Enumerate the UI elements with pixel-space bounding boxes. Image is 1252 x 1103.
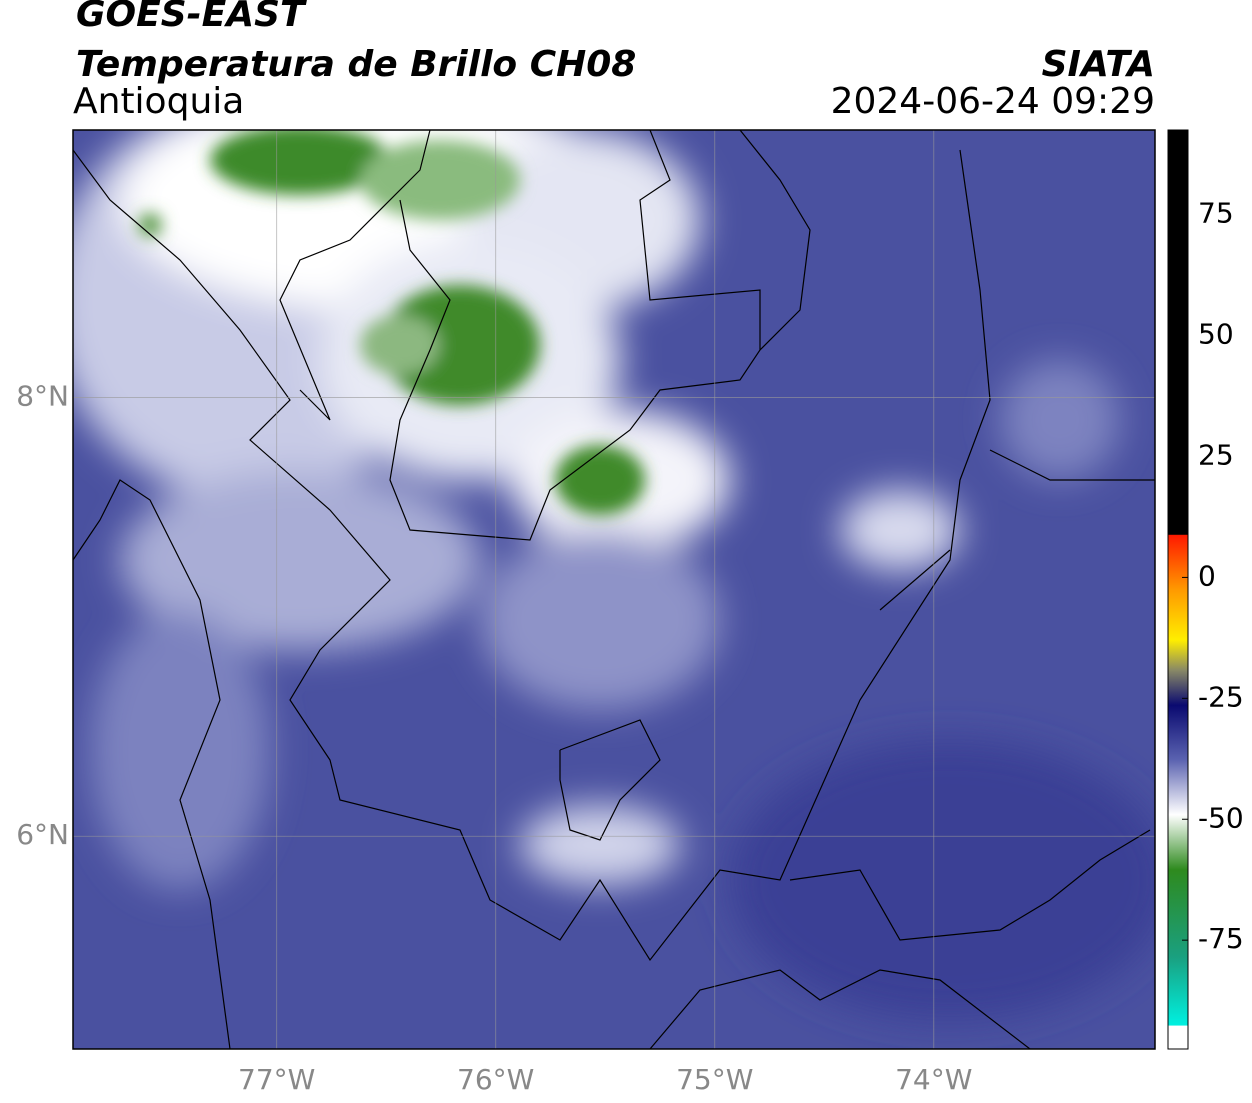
graticule xyxy=(73,130,1155,1049)
x-tick-label: 77°W xyxy=(238,1063,315,1096)
map-frame xyxy=(72,129,1156,1050)
colorbar-tick-label: -75 xyxy=(1198,922,1244,955)
x-tick-label: 74°W xyxy=(895,1063,972,1096)
product-title: Temperatura de Brillo CH08 xyxy=(76,44,636,85)
colorbar-tick-label: 50 xyxy=(1198,318,1234,351)
y-tick-label: 6°N xyxy=(16,818,69,851)
satellite-image xyxy=(73,130,1155,1049)
colorbar-tick-label: 0 xyxy=(1198,559,1216,592)
x-tick-label: 76°W xyxy=(457,1063,534,1096)
source-label: SIATA xyxy=(1042,44,1155,85)
colorbar xyxy=(1167,129,1189,1050)
colorbar-tick-label: -50 xyxy=(1198,801,1244,834)
x-tick-label: 75°W xyxy=(676,1063,753,1096)
colorbar-tick-label: 75 xyxy=(1198,197,1234,230)
y-tick-label: 8°N xyxy=(16,380,69,413)
datetime-label: 2024-06-24 09:29 xyxy=(831,81,1155,122)
colorbar-tick-label: 25 xyxy=(1198,438,1234,471)
region-label: Antioquia xyxy=(73,81,244,122)
colorbar-tick-label: -25 xyxy=(1198,680,1244,713)
satellite-title: GOES-EAST xyxy=(76,0,307,35)
